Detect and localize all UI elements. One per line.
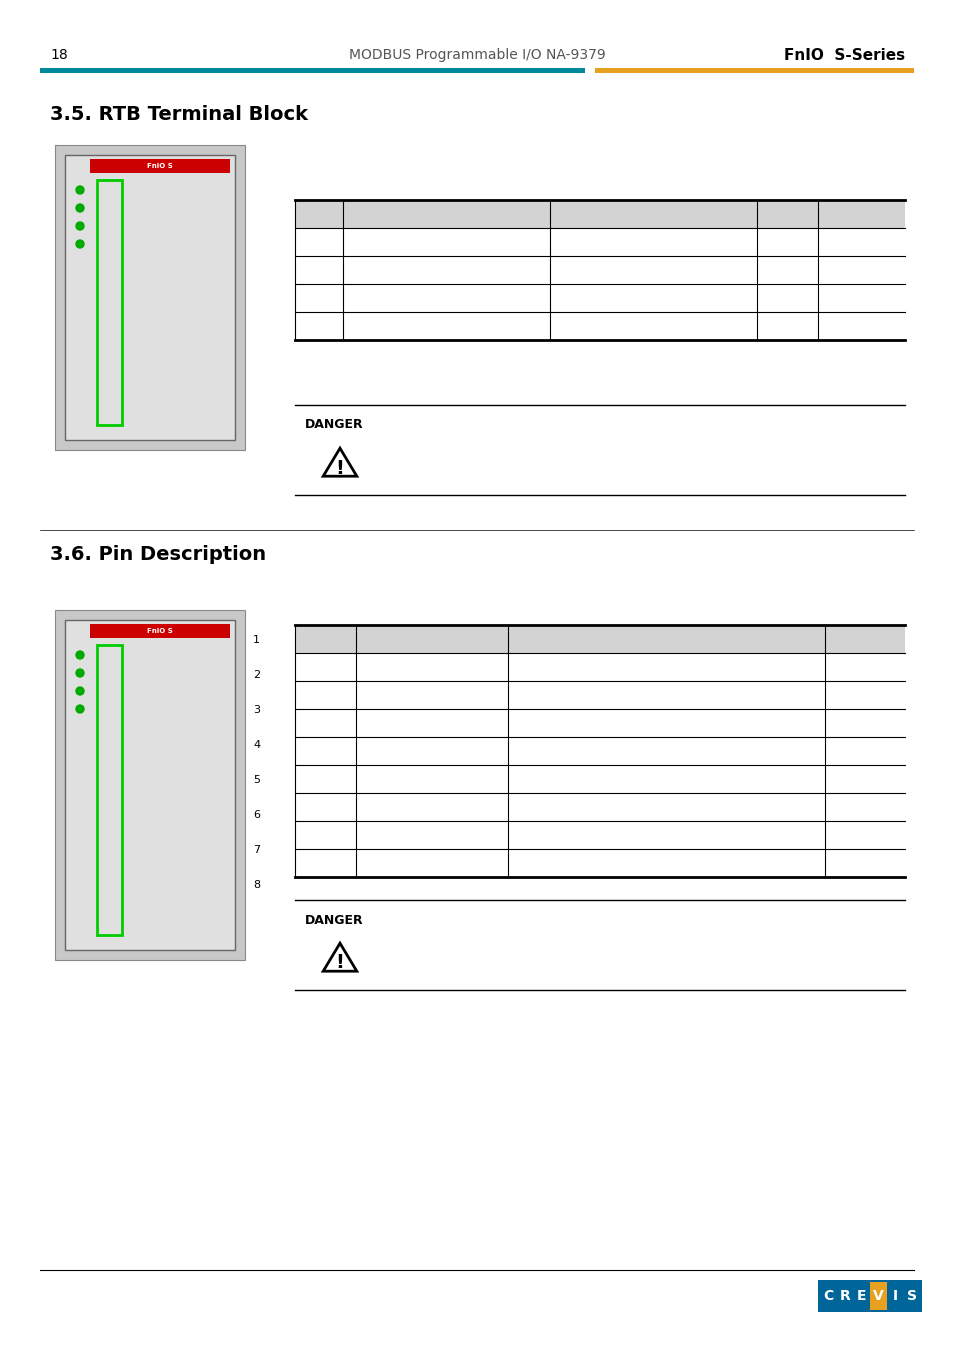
Bar (817, 1280, 921, 1312)
Circle shape (76, 670, 84, 676)
Bar (90, 159, 230, 173)
Circle shape (76, 651, 84, 659)
Bar (97, 645, 122, 936)
Bar (869, 1282, 885, 1310)
Text: 3: 3 (253, 705, 260, 716)
Text: 7: 7 (253, 845, 260, 855)
Bar (90, 624, 230, 639)
Text: 5: 5 (253, 775, 260, 784)
Text: FnIO  S-Series: FnIO S-Series (783, 47, 904, 62)
Text: 18: 18 (50, 49, 68, 62)
Bar (294, 200, 904, 228)
Bar (902, 1282, 919, 1310)
Bar (40, 68, 584, 73)
Bar (65, 155, 234, 440)
Text: 3.5. RTB Terminal Block: 3.5. RTB Terminal Block (50, 105, 308, 124)
Bar (885, 1282, 902, 1310)
Text: FnIO S: FnIO S (147, 163, 172, 169)
Bar (836, 1282, 852, 1310)
Bar (820, 1282, 836, 1310)
Circle shape (76, 240, 84, 248)
Text: DANGER: DANGER (305, 418, 363, 432)
Text: MODBUS Programmable I/O NA-9379: MODBUS Programmable I/O NA-9379 (348, 49, 605, 62)
Text: 1: 1 (253, 634, 260, 645)
Text: 6: 6 (253, 810, 260, 819)
Text: I: I (891, 1289, 897, 1303)
Text: R: R (839, 1289, 849, 1303)
Text: E: E (856, 1289, 865, 1303)
Text: !: ! (335, 953, 344, 972)
Bar (294, 625, 904, 653)
Text: !: ! (335, 459, 344, 478)
Text: S: S (905, 1289, 916, 1303)
Text: V: V (872, 1289, 882, 1303)
Circle shape (76, 221, 84, 230)
Text: DANGER: DANGER (305, 914, 363, 926)
Bar (55, 144, 245, 450)
Text: C: C (822, 1289, 833, 1303)
Bar (65, 620, 234, 950)
Circle shape (76, 705, 84, 713)
Text: 3.6. Pin Description: 3.6. Pin Description (50, 545, 266, 564)
Bar (595, 68, 913, 73)
Text: FnIO S: FnIO S (147, 628, 172, 634)
Bar (852, 1282, 869, 1310)
Text: 4: 4 (253, 740, 260, 751)
Text: 8: 8 (253, 880, 260, 890)
Circle shape (76, 687, 84, 695)
Bar (55, 610, 245, 960)
Polygon shape (323, 448, 356, 477)
Text: 2: 2 (253, 670, 260, 680)
Circle shape (76, 186, 84, 194)
Bar (97, 180, 122, 425)
Circle shape (76, 204, 84, 212)
Polygon shape (323, 944, 356, 971)
